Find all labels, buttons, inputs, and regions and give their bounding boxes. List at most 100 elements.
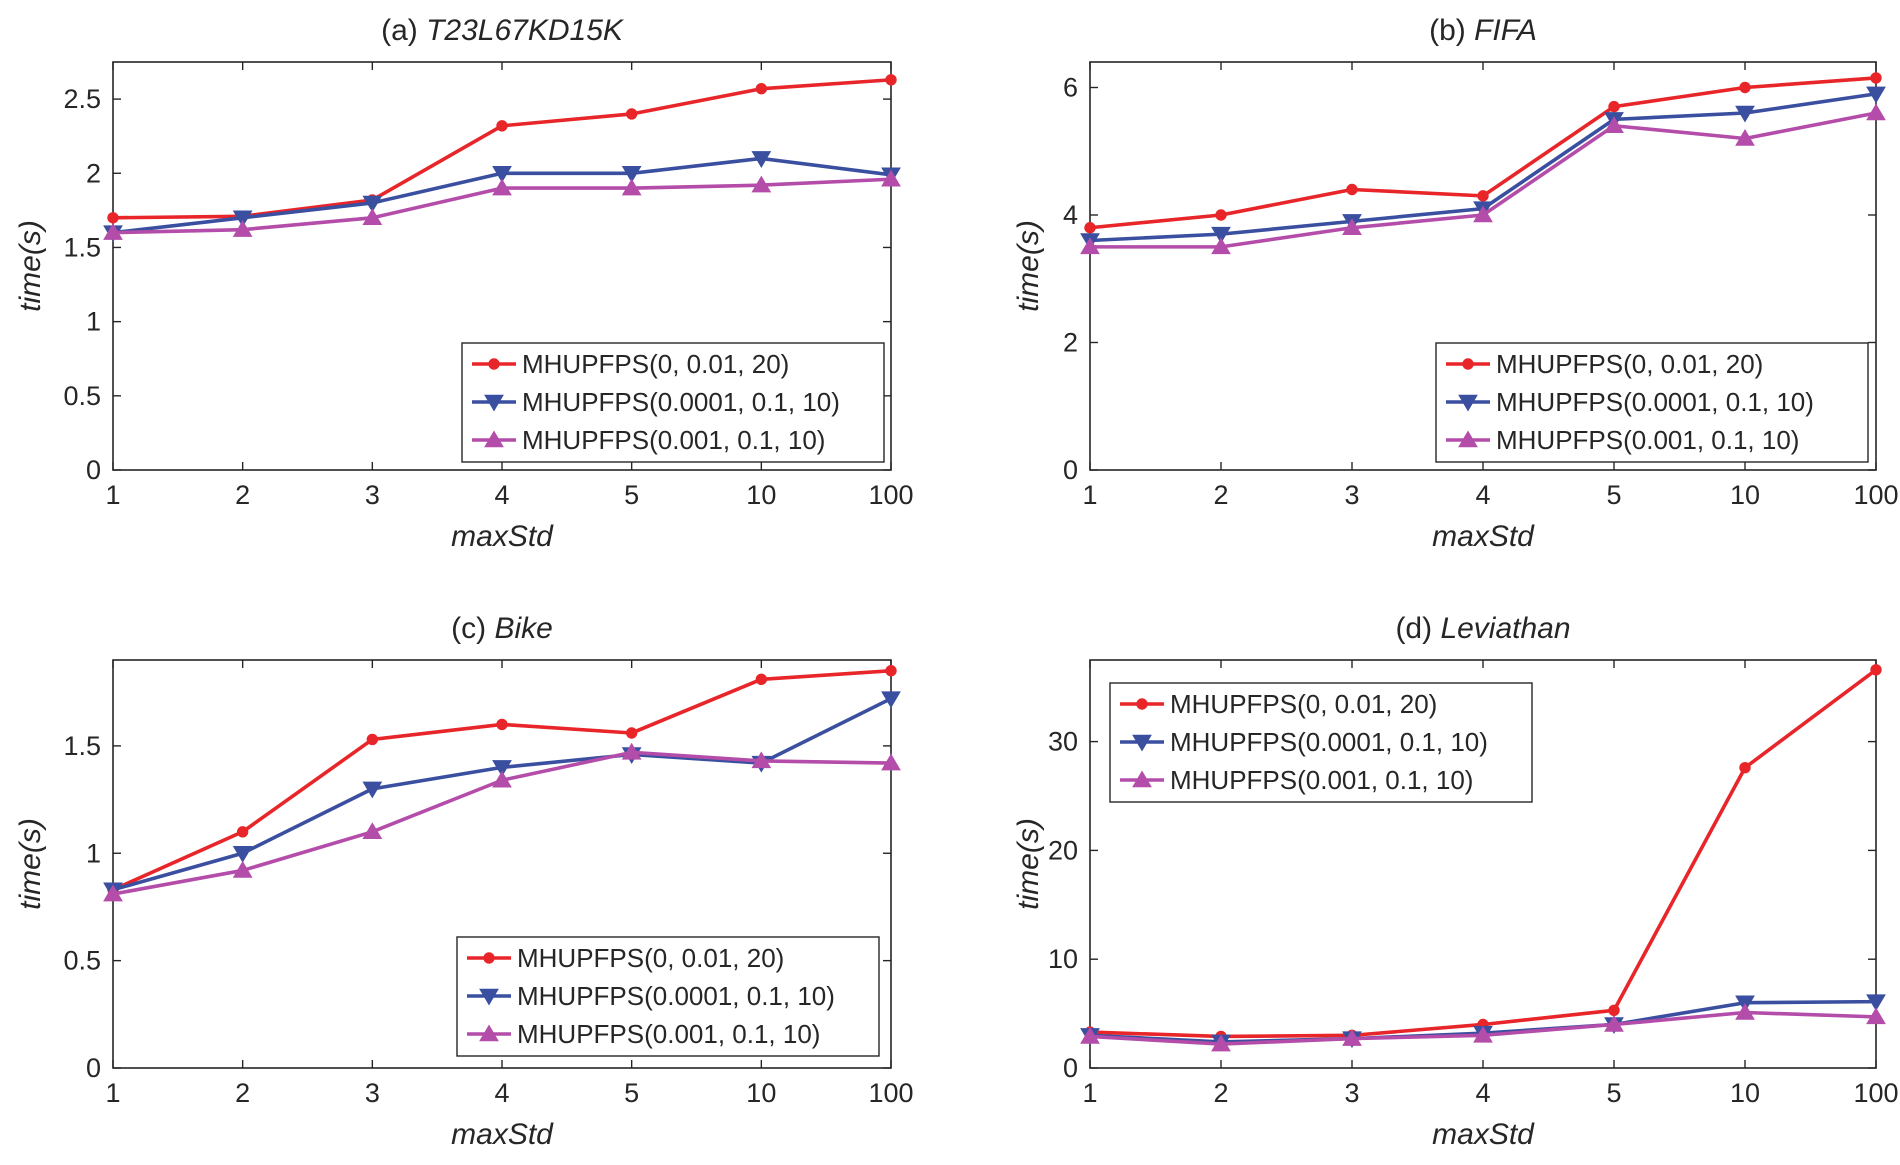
data-point [362,195,383,213]
legend: MHUPFPS(0, 0.01, 20) MHUPFPS(0.0001, 0.1,… [456,936,880,1057]
chart-panel-2: (c) Bike 1 2 3 4 5 10 100 0 0.5 1 1.5 maxStd time(s) M… [14,612,914,1151]
data-point [1215,209,1227,221]
legend-label: MHUPFPS(0, 0.01, 20) [522,349,789,379]
legend-box [456,936,880,1057]
data-point [1211,237,1231,255]
y-tick-label: 0 [1063,455,1078,485]
data-point [1084,222,1096,234]
data-point [1604,1014,1624,1032]
legend-label: MHUPFPS(0.0001, 0.1, 10) [1170,727,1488,757]
legend-label: MHUPFPS(0.001, 0.1, 10) [517,1019,820,1049]
data-point [755,83,768,95]
legend-marker [479,988,499,1006]
legend-label: MHUPFPS(0.001, 0.1, 10) [1170,765,1473,795]
x-tick-label: 1 [105,480,120,510]
legend-marker [1458,430,1478,448]
x-tick-label: 10 [1730,1078,1760,1108]
data-point [107,212,119,224]
data-point [103,223,123,240]
x-tick-label: 3 [1344,480,1359,510]
chart-panel-0: (a) T23L67KD15K 1 2 3 4 5 10 100 0 0.5 1 1.5 2 2.5 max… [14,14,914,553]
x-tick-label: 10 [746,1078,776,1108]
x-tick-label: 2 [1213,1078,1228,1108]
data-point [1735,1002,1755,1020]
y-axis-label: time(s) [1012,818,1045,910]
y-tick-label: 0 [86,455,101,485]
y-tick-label: 2.5 [63,84,101,114]
y-tick-label: 6 [1063,73,1078,103]
legend: MHUPFPS(0, 0.01, 20) MHUPFPS(0.0001, 0.1,… [1109,682,1533,803]
data-point [1604,116,1624,133]
data-point [366,733,379,746]
y-tick-label: 0 [86,1053,101,1083]
series-2 [103,169,901,240]
y-tick-label: 0.5 [63,381,101,411]
chart-title-prefix: (a) [381,14,426,47]
y-tick-label: 4 [1063,200,1078,230]
data-point [881,753,901,771]
x-tick-label: 5 [624,480,639,510]
legend-marker [1136,698,1148,710]
data-point [885,74,897,86]
data-point [1866,994,1886,1012]
data-point [621,742,642,760]
chart-title-name: Leviathan [1440,612,1570,645]
legend-label: MHUPFPS(0.0001, 0.1, 10) [1496,387,1814,417]
series-line [112,78,892,220]
x-tick-label: 3 [1344,1078,1359,1108]
legend-label: MHUPFPS(0, 0.01, 20) [1496,349,1763,379]
x-tick-label: 4 [494,480,509,510]
x-tick-label: 2 [235,480,250,510]
data-point [492,178,512,196]
x-tick-label: 3 [365,480,380,510]
data-point [496,718,508,731]
data-point [103,884,123,902]
data-point [1608,1004,1620,1017]
data-point [1342,218,1362,235]
legend-marker [1132,734,1152,752]
legend: MHUPFPS(0, 0.01, 20) MHUPFPS(0.0001, 0.1,… [461,342,885,463]
x-tick-label: 4 [1475,480,1490,510]
chart-title: (c) Bike [451,612,553,645]
legend-marker [1458,394,1478,412]
x-tick-label: 1 [1082,1078,1097,1108]
x-tick-label: 100 [868,1078,913,1108]
y-tick-label: 2 [1063,328,1078,358]
data-point [881,691,901,709]
data-point [232,846,253,863]
data-point [362,781,383,799]
legend-box [1435,342,1869,463]
x-tick-label: 100 [868,480,913,510]
series-0 [107,665,897,896]
chart-panel-3: (d) Leviathan 1 2 3 4 5 10 100 0 10 20 30 maxStd time… [1012,612,1899,1151]
data-point [1211,1034,1231,1052]
legend-box [461,342,885,463]
data-point [236,826,249,838]
x-tick-label: 1 [1082,480,1097,510]
series-0 [107,74,897,224]
x-tick-label: 5 [1606,1078,1621,1108]
x-axis-label: maxStd [1432,1118,1535,1151]
data-point [1211,226,1231,244]
series-1 [103,151,901,243]
legend: MHUPFPS(0, 0.01, 20) MHUPFPS(0.0001, 0.1,… [1435,342,1869,463]
data-point [885,665,897,677]
legend-label: MHUPFPS(0, 0.01, 20) [517,943,784,973]
x-tick-label: 10 [1730,480,1760,510]
y-tick-label: 1 [86,307,101,337]
x-tick-label: 2 [235,1078,250,1108]
data-point [625,108,638,120]
chart-title-prefix: (c) [451,612,494,645]
legend-label: MHUPFPS(0.0001, 0.1, 10) [522,387,840,417]
series-line [1090,111,1877,249]
data-point [1735,105,1755,123]
data-point [1866,1007,1886,1025]
x-tick-label: 4 [1475,1078,1490,1108]
data-point [1477,190,1489,202]
chart-title: (b) FIFA [1429,14,1537,47]
data-point [1346,183,1358,196]
y-tick-label: 10 [1048,944,1078,974]
data-point [362,208,383,226]
x-tick-label: 3 [365,1078,380,1108]
y-axis-label: time(s) [14,220,47,312]
